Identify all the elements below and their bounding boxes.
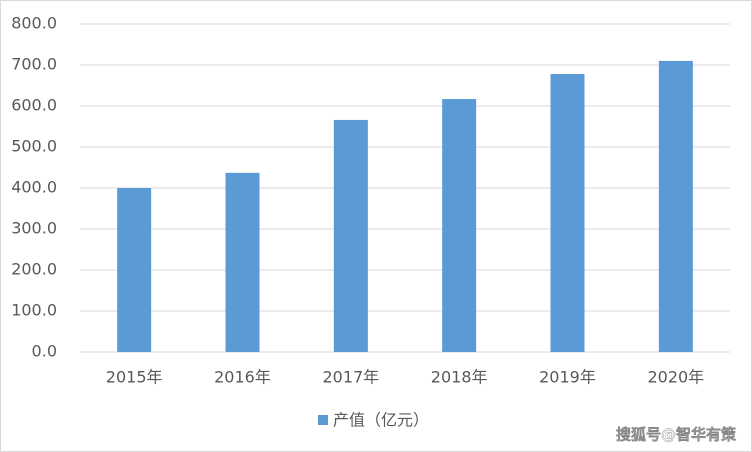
x-tick-label: 2015年	[106, 368, 163, 387]
bar	[658, 60, 693, 353]
bar	[442, 99, 477, 352]
watermark: 搜狐号@智华有策	[616, 426, 737, 444]
y-tick-label: 100.0	[11, 301, 57, 320]
y-tick-label: 700.0	[11, 55, 57, 74]
y-tick-label: 800.0	[11, 14, 57, 33]
y-tick-label: 500.0	[11, 137, 57, 156]
x-tick-label: 2020年	[647, 368, 704, 387]
x-tick-label: 2016年	[214, 368, 271, 387]
y-tick-label: 400.0	[11, 178, 57, 197]
y-tick-label: 600.0	[11, 96, 57, 115]
x-tick-label: 2019年	[539, 368, 596, 387]
x-tick-label: 2017年	[322, 368, 379, 387]
bar	[333, 119, 368, 352]
bar	[225, 172, 260, 352]
bar	[550, 74, 585, 353]
legend-swatch	[318, 415, 328, 425]
y-tick-label: 0.0	[32, 342, 57, 361]
legend-label: 产值（亿元）	[333, 411, 429, 430]
y-tick-label: 300.0	[11, 219, 57, 238]
bar	[117, 188, 152, 352]
x-tick-label: 2018年	[431, 368, 488, 387]
y-tick-label: 200.0	[11, 260, 57, 279]
